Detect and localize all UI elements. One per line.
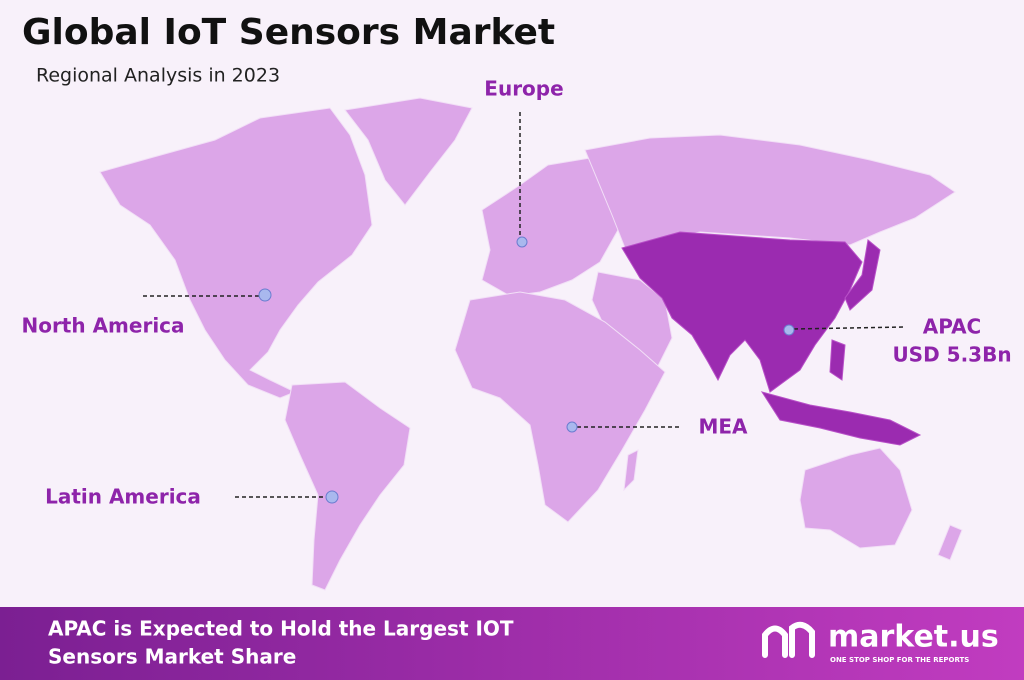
- footer-text: APAC is Expected to Hold the Largest IOT: [48, 617, 514, 641]
- greenland: [344, 97, 473, 206]
- marker: [516, 236, 528, 248]
- japan: [844, 239, 881, 311]
- subtitle: Regional Analysis in 2023: [36, 65, 280, 87]
- indonesia: [760, 391, 922, 446]
- region-label: Europe: [484, 77, 563, 101]
- footer-text: Sensors Market Share: [48, 645, 296, 669]
- philippines: [829, 339, 846, 381]
- region-label: North America: [21, 314, 184, 338]
- marker: [258, 288, 272, 302]
- australia: [799, 447, 913, 549]
- new-zealand: [937, 524, 963, 561]
- logo-tagline: ONE STOP SHOP FOR THE REPORTS: [830, 656, 969, 664]
- madagascar: [623, 449, 639, 492]
- north-america: [99, 107, 373, 399]
- region-label: MEA: [698, 415, 748, 439]
- title: Global IoT Sensors Market: [22, 12, 555, 53]
- logo-icon: [762, 621, 815, 658]
- logo-name: market.us: [828, 620, 999, 655]
- leader-line: [793, 326, 906, 330]
- region-value: USD 5.3Bn: [892, 343, 1011, 367]
- apac-region: [621, 231, 863, 393]
- africa: [454, 291, 666, 523]
- callouts: Europe North America APAC USD 5.3Bn MEA …: [21, 77, 1011, 509]
- europe: [481, 157, 621, 297]
- logo: market.us ONE STOP SHOP FOR THE REPORTS: [762, 620, 999, 664]
- south-america: [284, 381, 411, 591]
- region-label: APAC: [923, 315, 981, 339]
- marker: [783, 324, 795, 336]
- region-label: Latin America: [45, 485, 201, 509]
- footer-bar: [0, 607, 1024, 680]
- marker: [325, 490, 339, 504]
- marker: [566, 421, 578, 433]
- world-map: [99, 97, 963, 591]
